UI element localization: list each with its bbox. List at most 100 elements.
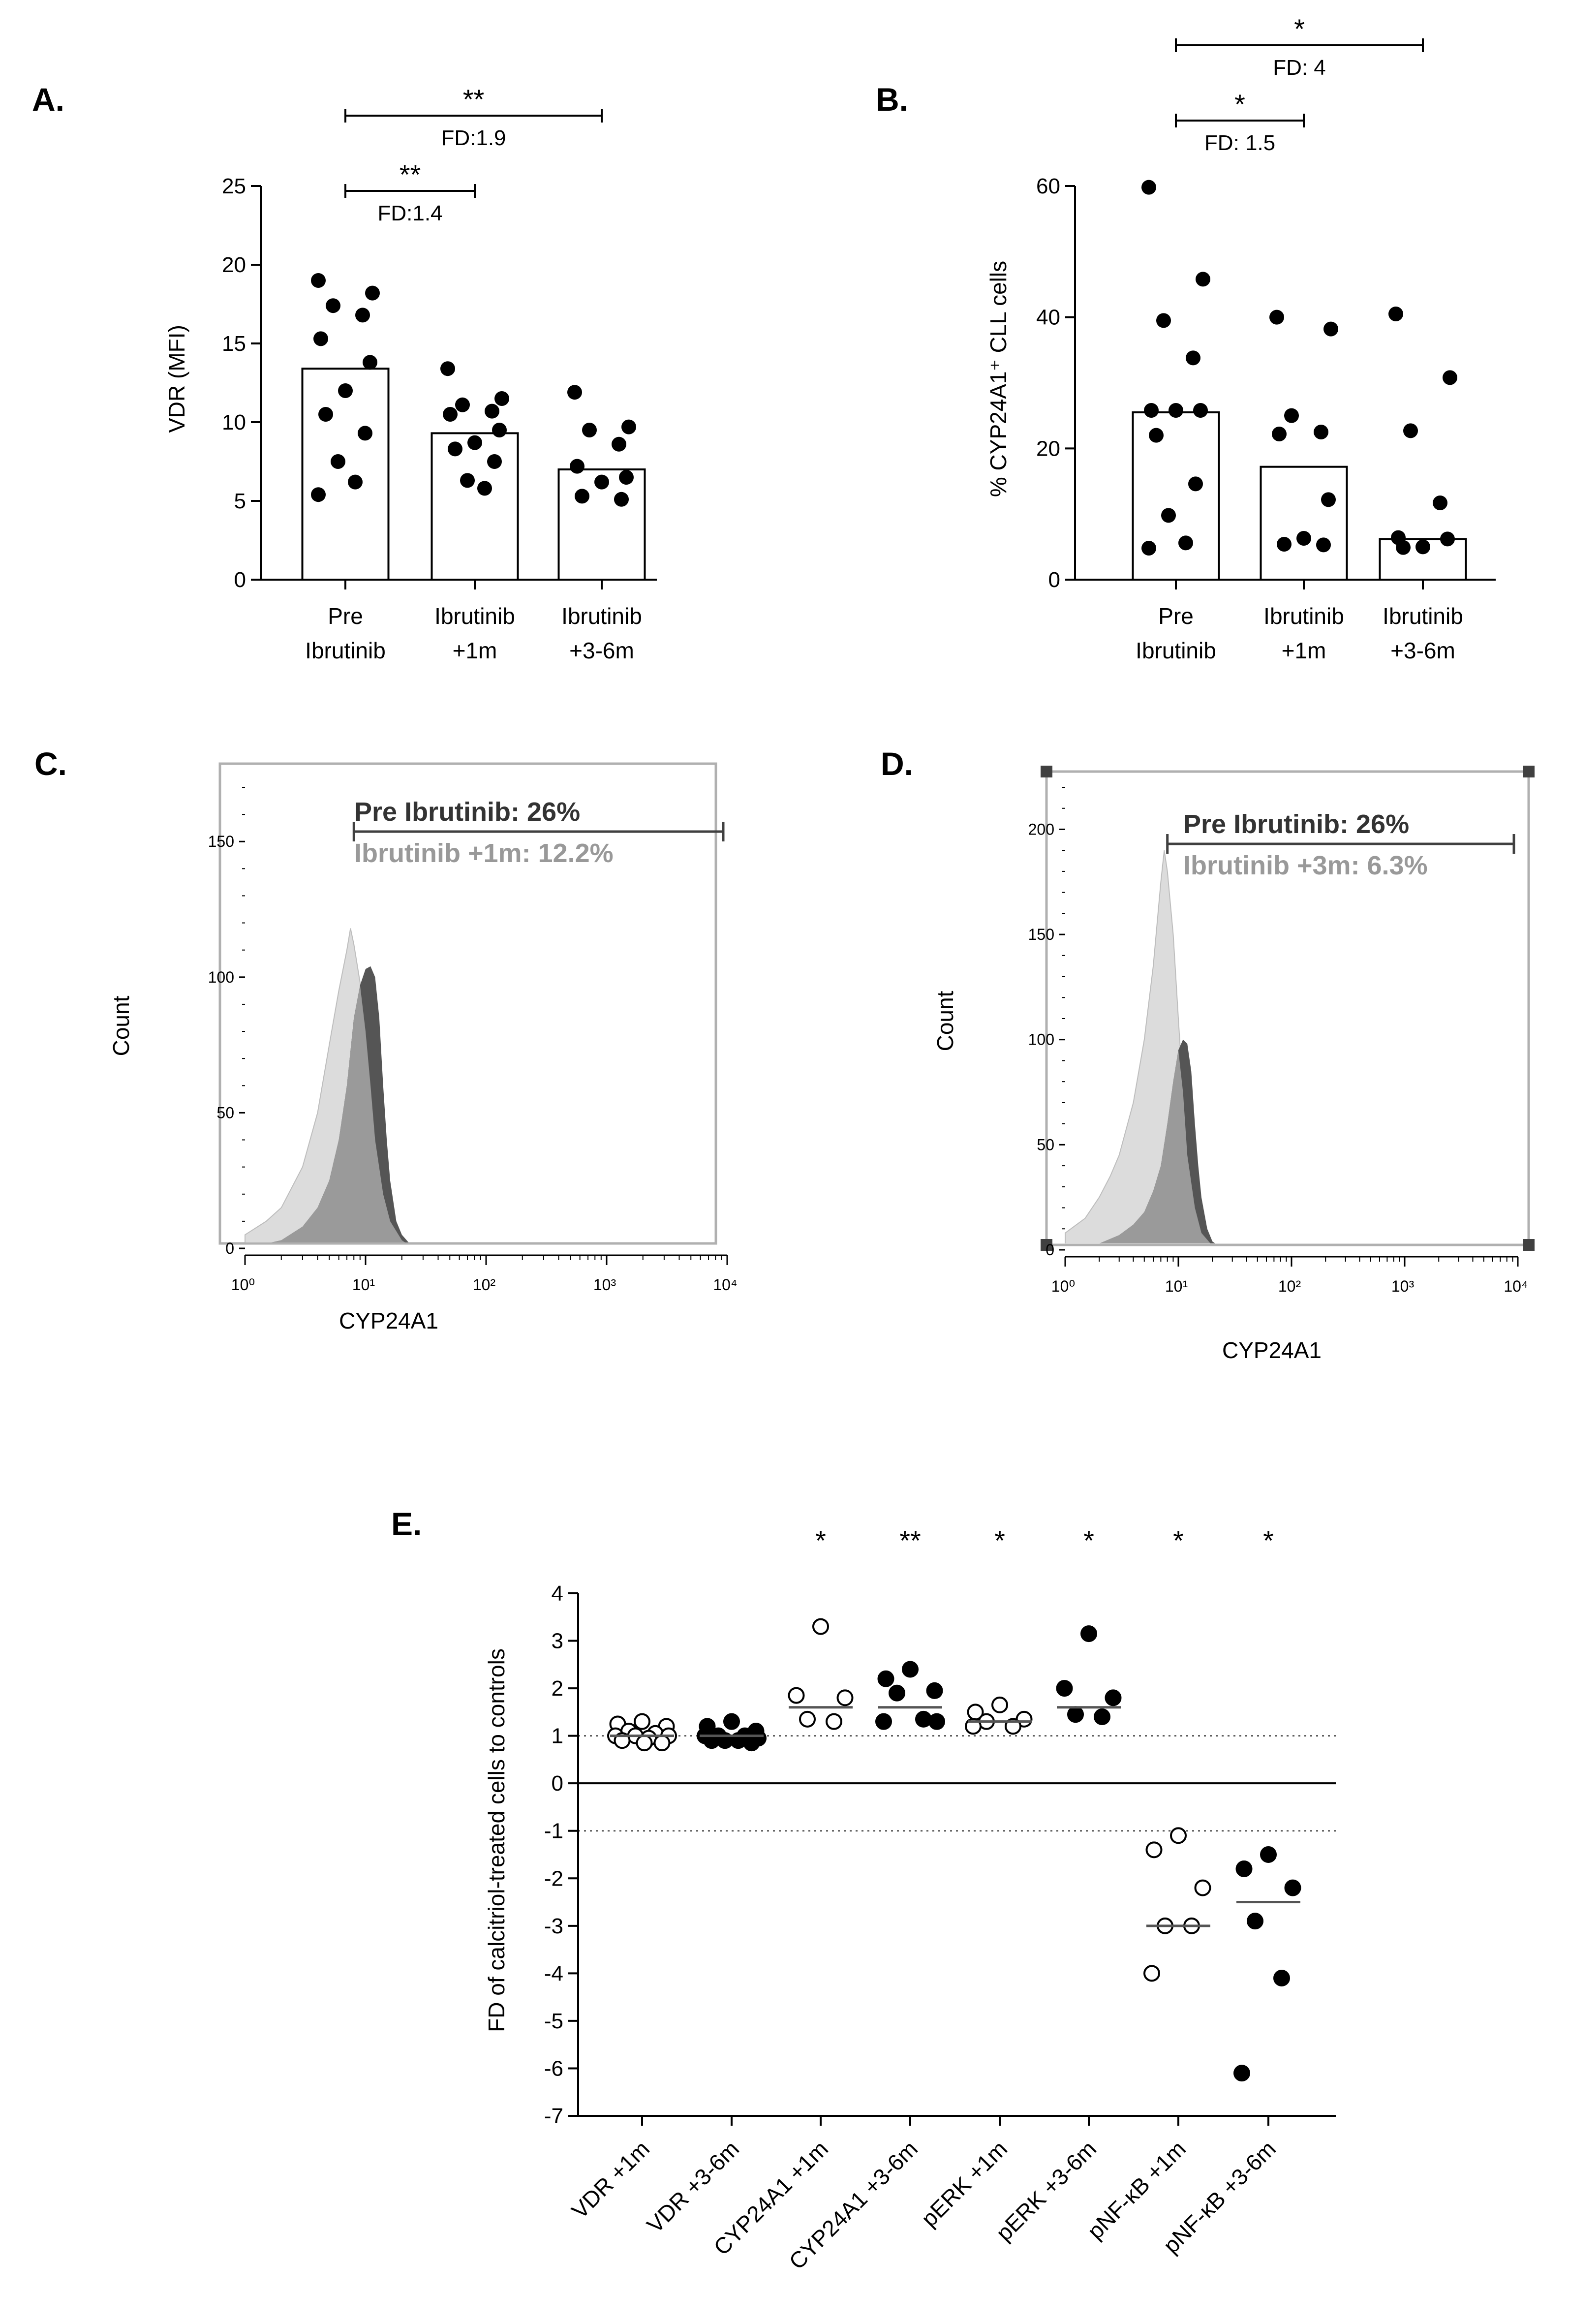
data-point — [492, 423, 507, 437]
category-label: Pre — [328, 603, 363, 629]
data-point — [355, 308, 370, 323]
data-point — [570, 459, 585, 474]
y-tick-label: -5 — [544, 2009, 563, 2033]
data-point — [1323, 321, 1338, 337]
data-point — [991, 1696, 1008, 1713]
significance-stars: * — [994, 1525, 1005, 1556]
data-point — [567, 385, 582, 400]
data-point — [1193, 403, 1208, 418]
data-point — [836, 1689, 854, 1706]
data-point — [1272, 427, 1287, 441]
fold-difference-label: FD:1.4 — [377, 201, 442, 225]
data-point — [619, 470, 634, 485]
fold-difference-label: FD:1.9 — [441, 126, 506, 150]
data-point — [338, 383, 353, 398]
data-point — [1296, 531, 1311, 546]
panel-d: D. 0 50 100 150 200 10⁰ 10¹ 10² 10³ 10⁴ Pre Ibrut… — [881, 745, 1535, 1363]
data-point — [799, 1710, 816, 1728]
y-tick-label: -1 — [544, 1819, 563, 1843]
category-label: +3-6m — [1390, 638, 1455, 663]
y-tick-label: 0 — [1048, 568, 1060, 592]
data-point — [1443, 370, 1457, 385]
data-point — [1194, 1879, 1211, 1896]
data-point — [877, 1670, 894, 1687]
panel-e: E. FD of calcitriol-treated cells to con… — [391, 1506, 1336, 2274]
y-tick-label: 1 — [552, 1724, 563, 1748]
significance-stars: ** — [899, 1525, 921, 1556]
category-label: +1m — [1282, 638, 1326, 663]
data-point — [1440, 531, 1455, 547]
data-point — [487, 454, 502, 469]
data-point — [1196, 272, 1210, 287]
panel-d-frame — [1045, 770, 1530, 1246]
data-point — [1388, 307, 1403, 321]
significance-stars: * — [1083, 1525, 1094, 1556]
category-label: Ibrutinib — [561, 603, 642, 629]
data-point — [723, 1713, 740, 1730]
data-point — [477, 481, 492, 496]
panel-d-xlabel: CYP24A1 — [1222, 1337, 1322, 1363]
category-label: Ibrutinib — [1136, 638, 1216, 663]
data-point — [358, 426, 372, 441]
category-label: VDR +1m — [566, 2136, 654, 2224]
x-tick-label: 10³ — [1391, 1277, 1415, 1295]
y-tick-label: 150 — [1028, 926, 1054, 943]
data-point — [485, 403, 499, 419]
significance-stars: ** — [463, 84, 485, 115]
y-tick-label: 50 — [1037, 1136, 1054, 1153]
data-point — [1233, 2065, 1250, 2082]
data-point — [788, 1687, 805, 1704]
panel-e-letter: E. — [391, 1506, 422, 1542]
y-tick-label: -3 — [544, 1914, 563, 1938]
gate-label-post: Ibrutinib +3m: 6.3% — [1183, 851, 1428, 880]
data-point — [1094, 1708, 1110, 1726]
data-point — [1080, 1625, 1097, 1642]
y-tick-label: 20 — [222, 253, 246, 277]
significance-stars: * — [1263, 1525, 1274, 1556]
data-point — [926, 1682, 943, 1699]
fold-difference-label: FD: 4 — [1273, 56, 1326, 80]
histogram-area — [271, 985, 405, 1242]
y-tick-label: 3 — [552, 1629, 563, 1653]
y-tick-label: 50 — [216, 1104, 234, 1121]
data-point — [326, 298, 340, 313]
y-tick-label: 0 — [225, 1239, 234, 1257]
y-tick-label: 2 — [552, 1676, 563, 1701]
data-point — [311, 487, 326, 502]
gate-label-post: Ibrutinib +1m: 12.2% — [354, 838, 614, 868]
data-point — [875, 1713, 892, 1730]
x-tick-label: 10⁰ — [231, 1276, 255, 1294]
y-tick-label: 10 — [222, 410, 246, 434]
significance-stars: ** — [400, 159, 421, 190]
y-tick-label: 0 — [552, 1771, 563, 1796]
y-tick-label: 0 — [234, 568, 246, 592]
fold-difference-label: FD: 1.5 — [1204, 131, 1275, 155]
panel-c-ylabel: Count — [108, 995, 134, 1056]
data-point — [331, 454, 345, 469]
panel-d-corner-marker — [1523, 1239, 1535, 1251]
panel-d-ylabel: Count — [932, 991, 958, 1051]
significance-stars: * — [815, 1525, 826, 1556]
panel-a-ylabel: VDR (MFI) — [164, 325, 189, 433]
panel-e-ylabel: FD of calcitriol-treated cells to contro… — [484, 1648, 509, 2032]
data-point — [594, 474, 609, 490]
y-tick-label: -7 — [544, 2104, 563, 2128]
data-point — [1149, 428, 1164, 443]
data-point — [455, 397, 470, 412]
data-point — [365, 285, 380, 301]
y-tick-label: 100 — [1028, 1031, 1054, 1049]
x-tick-label: 10⁴ — [1504, 1277, 1528, 1295]
panel-a-letter: A. — [32, 81, 64, 118]
data-point — [1273, 1970, 1290, 1987]
panel-a: A. VDR (MFI) 0 5 10 15 20 25 Pre Ibrutinib Ibru… — [32, 81, 657, 663]
data-point — [653, 1735, 671, 1752]
data-point — [494, 391, 509, 406]
data-point — [915, 1710, 932, 1728]
gate-label-pre: Pre Ibrutinib: 26% — [1183, 809, 1409, 839]
data-point — [582, 423, 597, 437]
data-point — [928, 1713, 945, 1730]
data-point — [1156, 313, 1171, 328]
data-point — [443, 407, 458, 422]
significance-stars: * — [1294, 13, 1305, 44]
x-tick-label: 10³ — [593, 1276, 616, 1294]
